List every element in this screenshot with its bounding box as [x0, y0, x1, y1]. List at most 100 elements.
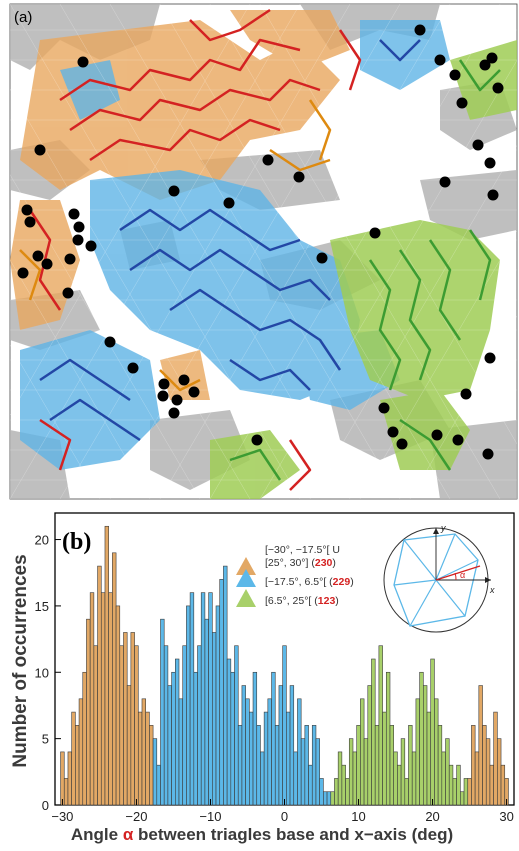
bar-series2-10: [367, 685, 372, 806]
bar-series2-15: [385, 671, 391, 806]
x-tick-label: 30: [499, 809, 513, 824]
bar-series2-9: [363, 738, 369, 806]
bar-series2-24: [419, 671, 424, 806]
bar-series1-19: [223, 565, 228, 806]
bar-series2-16: [389, 725, 395, 806]
inset-orientation-diagram: y x α: [383, 523, 495, 633]
legend-count-close-blue: ): [350, 576, 354, 588]
bar-series1-15: [208, 592, 213, 806]
bar-series2-20: [404, 778, 409, 806]
bar-series1-31: [267, 698, 272, 806]
bar-series0-29: [482, 725, 487, 806]
bar-series0-28: [478, 685, 483, 806]
bar-series1-2: [160, 618, 165, 806]
bar-series0-0: [60, 751, 65, 806]
bar-series1-29: [260, 751, 265, 806]
bar-series1-11: [193, 671, 198, 806]
legend-label-orange-line2: [25°, 30°] (230): [265, 557, 336, 569]
bar-series2-13: [378, 645, 383, 806]
bar-series0-26: [471, 725, 476, 806]
y-tick-label: 15: [35, 599, 49, 614]
bar-series2-11: [371, 658, 376, 806]
x-axis-label: Angle α between triagles base and x−axis…: [71, 825, 453, 844]
bar-series1-35: [282, 645, 287, 806]
bar-series2-1: [334, 778, 339, 806]
bar-series2-23: [415, 698, 420, 806]
bar-series2-21: [408, 725, 413, 806]
bar-series0-32: [493, 711, 498, 806]
bar-series1-3: [163, 645, 169, 806]
bar-series0-7: [86, 618, 91, 806]
bar-series1-36: [286, 711, 291, 806]
bar-series1-10: [189, 592, 195, 806]
orange-strands: [19, 99, 332, 392]
bar-series1-0: [152, 738, 158, 806]
bar-series2-29: [437, 725, 443, 806]
bar-series0-15: [115, 605, 121, 806]
bar-series2-4: [345, 778, 350, 806]
black-dots: [17, 24, 504, 460]
x-tick-label: −30: [51, 809, 73, 824]
inset-y-label: y: [440, 523, 446, 533]
bar-series1-1: [156, 764, 161, 806]
bar-series0-24: [149, 725, 154, 806]
bar-series1-47: [326, 791, 332, 806]
legend-label-blue: [−17.5°, 6.5°[ (229): [265, 576, 354, 588]
inset-alpha-label: α: [460, 570, 465, 580]
bar-series1-40: [300, 738, 306, 806]
bar-series0-10: [97, 565, 102, 806]
legend-swatch-green: [236, 589, 256, 607]
legend-count-open-blue: (: [326, 576, 333, 588]
bar-series1-22: [234, 645, 239, 806]
bar-series1-34: [278, 685, 283, 806]
inset-spokes: [393, 533, 479, 627]
bar-series2-19: [400, 738, 406, 806]
green-strands: [229, 59, 501, 481]
x-tick-label: 0: [281, 809, 288, 824]
panel-a-label: (a): [14, 9, 32, 26]
legend-label-orange-range2: [25°, 30°]: [265, 557, 309, 569]
bar-series1-7: [178, 698, 184, 806]
bar-series2-3: [341, 764, 346, 806]
x-tick-label: −10: [199, 809, 221, 824]
bar-series0-2: [67, 751, 72, 806]
bar-series2-27: [430, 658, 435, 806]
bar-series0-27: [474, 751, 480, 806]
bar-series0-6: [82, 671, 87, 806]
y-axis-label: Number of occurrences: [10, 554, 31, 767]
bar-series1-12: [197, 645, 202, 806]
x-axis-label-prefix: Angle: [71, 825, 123, 844]
blue-domain: [20, 20, 450, 470]
bar-series1-6: [175, 658, 180, 806]
bar-series1-44: [315, 738, 320, 806]
bar-series2-5: [348, 738, 354, 806]
legend-count-blue: 229: [333, 576, 351, 588]
bar-series0-25: [467, 778, 472, 806]
bar-series2-32: [448, 764, 454, 806]
bar-series1-5: [171, 671, 176, 806]
bar-series2-12: [374, 725, 380, 806]
histogram-bars: [60, 525, 509, 806]
bar-series1-26: [249, 711, 254, 806]
legend-entry-orange: [−30°, −17.5°[ U [25°, 30°] (230): [236, 544, 340, 575]
bar-series2-22: [411, 751, 417, 806]
bar-series2-28: [434, 698, 439, 806]
bar-series1-16: [212, 632, 217, 806]
y-tick-label: 0: [42, 798, 49, 813]
bar-series0-5: [78, 698, 84, 806]
inset-y-arrow: [433, 528, 439, 534]
legend-label-green: [6.5°, 25°[ (123): [265, 595, 339, 607]
bar-series1-41: [304, 725, 309, 806]
bar-series0-30: [485, 738, 491, 806]
bar-series1-39: [297, 698, 302, 806]
bar-series1-45: [319, 778, 324, 806]
legend-count-green: 123: [318, 595, 336, 607]
bar-series1-25: [245, 698, 250, 806]
bar-series0-23: [145, 711, 150, 806]
inset-x-arrow: [485, 577, 491, 583]
legend-count-close-orange: ): [332, 557, 336, 569]
legend-label-orange-line1: [−30°, −17.5°[ U: [265, 544, 340, 556]
bar-series0-20: [134, 645, 139, 806]
bar-series1-32: [271, 671, 276, 806]
legend-count-orange: 230: [315, 557, 333, 569]
